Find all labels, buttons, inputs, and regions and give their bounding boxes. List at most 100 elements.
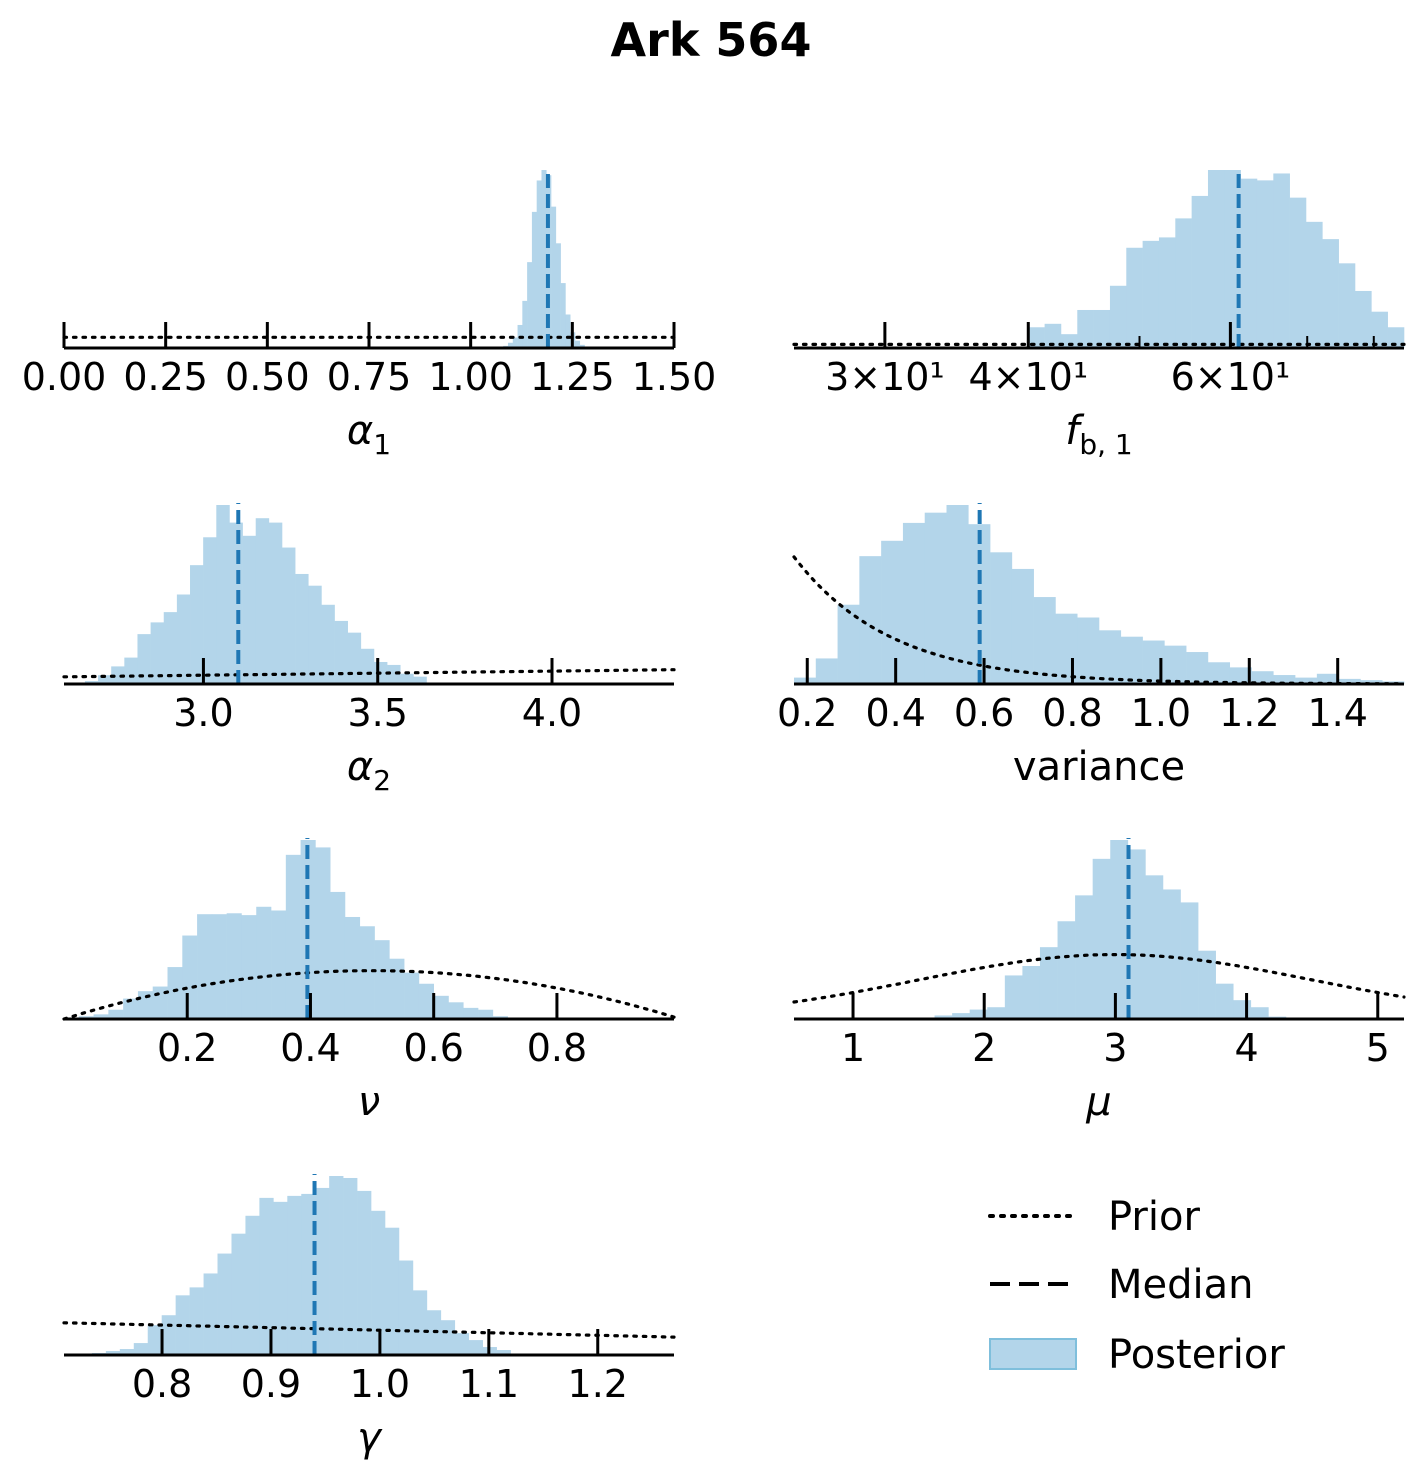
histogram-bar: [1039, 947, 1058, 1019]
histogram-bar: [987, 1007, 1006, 1019]
histogram-bar: [347, 632, 362, 684]
panel-nu: 0.2 0.4 0.6 0.8 ν: [62, 838, 676, 1125]
histogram-bar: [1055, 613, 1078, 684]
histogram-bar: [1077, 617, 1100, 684]
histogram-bar: [1077, 309, 1094, 348]
histogram-bar: [418, 983, 434, 1019]
x-tick-label: 3.0: [173, 691, 233, 735]
legend-posterior-patch-icon: [989, 1338, 1077, 1370]
histogram-bar: [259, 1197, 274, 1355]
histogram-bar: [241, 915, 257, 1019]
x-tick-label: 0.50: [225, 355, 310, 399]
legend-prior-label: Prior: [1108, 1194, 1200, 1240]
x-tick-label: 0.2: [157, 1026, 217, 1070]
x-tick-label: 3: [1103, 1026, 1127, 1070]
histogram-bar: [1360, 680, 1383, 684]
histogram-bar: [527, 262, 533, 348]
panel-alpha2: 3.0 3.5 4.0 α2: [62, 503, 676, 797]
histogram-bar: [1229, 667, 1252, 684]
x-tick-label: 0.75: [327, 355, 412, 399]
x-tick-label: 0.6: [954, 691, 1014, 735]
histogram-bar: [1011, 568, 1034, 684]
x-axis-label: variance: [1013, 744, 1185, 790]
x-tick-label: 4: [1234, 1026, 1258, 1070]
histogram-bar: [496, 1350, 511, 1355]
x-tick-label: 1.25: [530, 355, 615, 399]
histogram-bar: [448, 1002, 464, 1019]
legend-posterior-label: Posterior: [1108, 1332, 1285, 1378]
histogram-bar: [242, 535, 257, 684]
histogram-bar: [271, 910, 287, 1019]
histogram-bar: [574, 340, 581, 348]
histogram-bar: [1273, 173, 1290, 348]
histogram-bar: [182, 935, 198, 1019]
histogram-bar: [946, 505, 969, 684]
x-axis-label: fb, 1: [1065, 408, 1132, 461]
histogram-bar: [295, 573, 309, 684]
histogram-bar: [256, 906, 272, 1019]
panel-variance: 0.2 0.4 0.6 0.8 1.0 1.2 1.4 variance: [777, 503, 1406, 790]
x-tick-label: 1.50: [632, 355, 717, 399]
histogram-bar: [176, 594, 191, 684]
histogram-bar: [1305, 221, 1323, 348]
histogram-bar: [560, 283, 566, 348]
histogram-bar: [478, 1009, 494, 1019]
histogram-bar: [815, 658, 838, 684]
x-tick-label: 2: [972, 1026, 996, 1070]
histogram-bar: [440, 1320, 456, 1355]
histogram-bar: [1099, 630, 1122, 684]
histogram-bar: [203, 537, 217, 684]
x-tick-label: 1.1: [459, 1362, 519, 1406]
x-tick-label: 0.2: [777, 691, 837, 735]
histogram-bar: [1092, 858, 1111, 1019]
x-tick-label: 1.0: [1131, 691, 1191, 735]
histogram-bar: [190, 565, 204, 684]
histogram-bar: [1110, 840, 1129, 1019]
histogram-bar: [359, 926, 375, 1019]
x-tick-label: 0.25: [123, 355, 208, 399]
x-tick-label: 0.8: [132, 1362, 192, 1406]
histogram-bar: [969, 1009, 988, 1019]
x-tick-label: 0.4: [280, 1026, 340, 1070]
histogram-bar: [507, 342, 514, 348]
histogram-bar: [1180, 902, 1199, 1019]
histogram-bar: [1158, 237, 1176, 348]
x-tick-label: 1.0: [350, 1362, 410, 1406]
x-axis-label: ν: [358, 1079, 380, 1125]
histogram-bar: [334, 620, 348, 684]
histogram-bar: [301, 1193, 316, 1355]
x-tick-label: 1.2: [568, 1362, 628, 1406]
histogram-bar: [1033, 597, 1056, 684]
histogram-bar: [837, 604, 860, 684]
histogram-bar: [1256, 180, 1274, 348]
histogram-bar: [231, 1233, 246, 1355]
histogram-bar: [924, 512, 947, 684]
histogram-bar: [1322, 239, 1339, 348]
histogram-bar: [794, 677, 817, 684]
histogram-bar: [1175, 218, 1192, 348]
histogram-bar: [952, 1013, 970, 1019]
histogram-bar: [1093, 309, 1111, 348]
histogram-bar: [285, 854, 301, 1019]
histogram-bar: [137, 991, 154, 1019]
x-tick-label: 0.8: [527, 1026, 587, 1070]
histogram-bar: [1295, 677, 1318, 684]
x-tick-label: 0.8: [1042, 691, 1102, 735]
histogram-bar: [1004, 975, 1023, 1019]
histogram-bar: [1022, 966, 1041, 1019]
histogram-bar: [1162, 889, 1181, 1019]
histogram-bar: [119, 1349, 135, 1355]
histogram-bar: [990, 552, 1013, 684]
histogram-bar: [902, 522, 926, 684]
panel-alpha1: 0.00 0.25 0.50 0.75 1.00 1.25 1.50 α1: [22, 168, 717, 461]
histogram-bar: [211, 914, 227, 1019]
histogram-bar: [413, 676, 427, 684]
histogram-bar: [1387, 327, 1405, 348]
histogram-bar: [1109, 285, 1127, 348]
histogram-bar: [389, 958, 405, 1019]
histogram-bar: [1142, 240, 1160, 348]
legend-median-label: Median: [1108, 1262, 1254, 1308]
x-tick-label: 1: [841, 1026, 865, 1070]
histogram-bar: [536, 180, 542, 348]
x-tick-label: 1.2: [1219, 691, 1279, 735]
